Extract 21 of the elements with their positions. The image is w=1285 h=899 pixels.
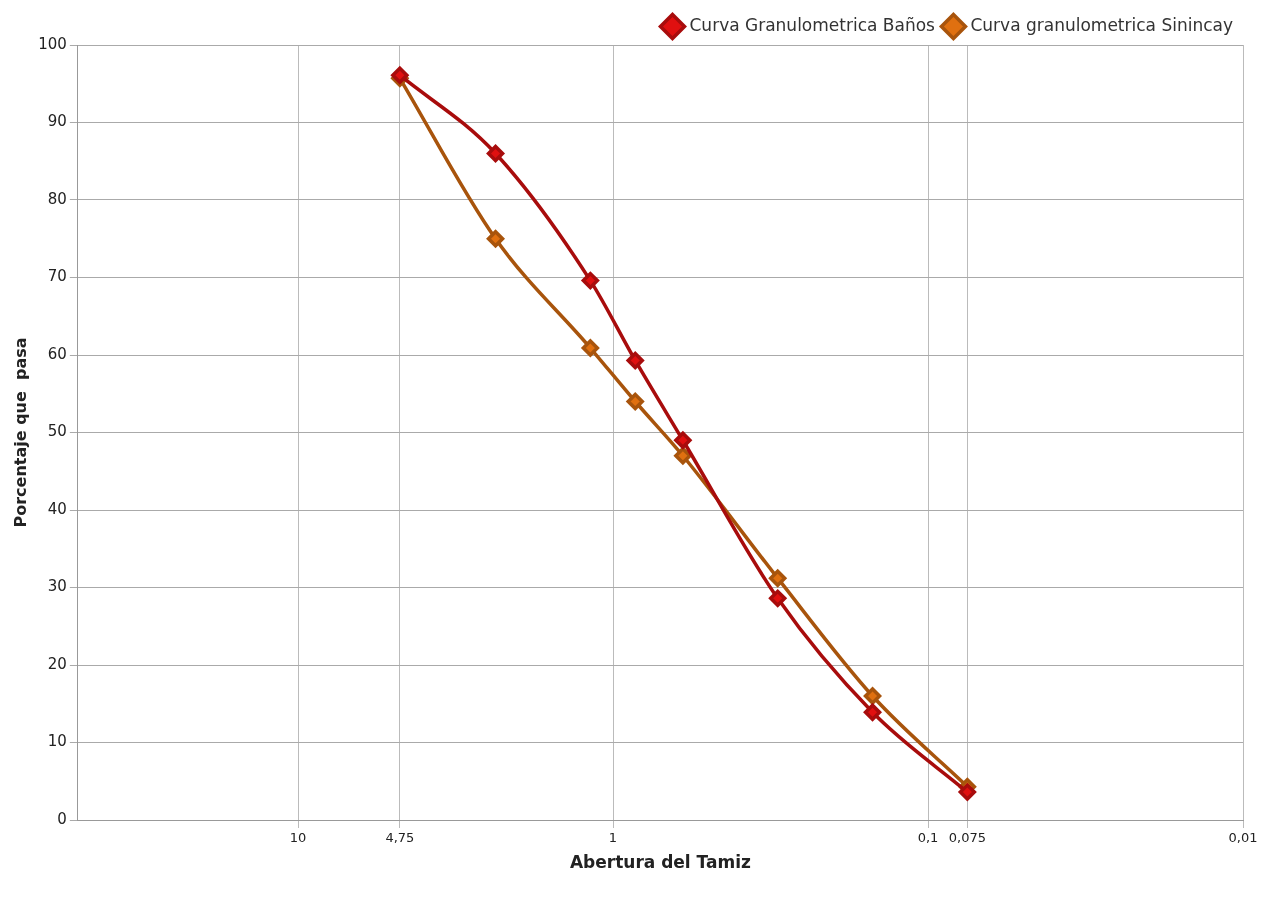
y-tick-label: 80 [47, 189, 67, 208]
y-tick-label: 70 [47, 267, 67, 286]
x-tick-label: 0,01 [1228, 830, 1258, 846]
y-tick-label: 50 [47, 422, 67, 441]
legend-label: Curva granulometrica Sinincay [970, 14, 1233, 35]
y-tick-label: 60 [47, 344, 67, 363]
y-axis-title: Porcentaje que pasa [10, 337, 30, 528]
x-tick-label: 0,1 [917, 830, 939, 846]
legend-label: Curva Granulometrica Baños [689, 14, 936, 35]
y-tick-label: 40 [47, 499, 67, 518]
y-tick-label: 20 [47, 654, 67, 673]
x-tick-label: 0,075 [948, 830, 986, 846]
y-tick-label: 10 [47, 732, 67, 751]
x-tick-label: 4,75 [385, 830, 415, 846]
x-axis-title: Abertura del Tamiz [569, 852, 752, 873]
x-tick-label: 10 [289, 830, 307, 846]
x-tick-label: 1 [608, 830, 618, 846]
y-tick-label: 90 [47, 112, 67, 131]
y-tick-label: 30 [47, 577, 67, 596]
y-tick-label: 0 [57, 809, 67, 828]
y-tick-label: 100 [38, 34, 67, 53]
